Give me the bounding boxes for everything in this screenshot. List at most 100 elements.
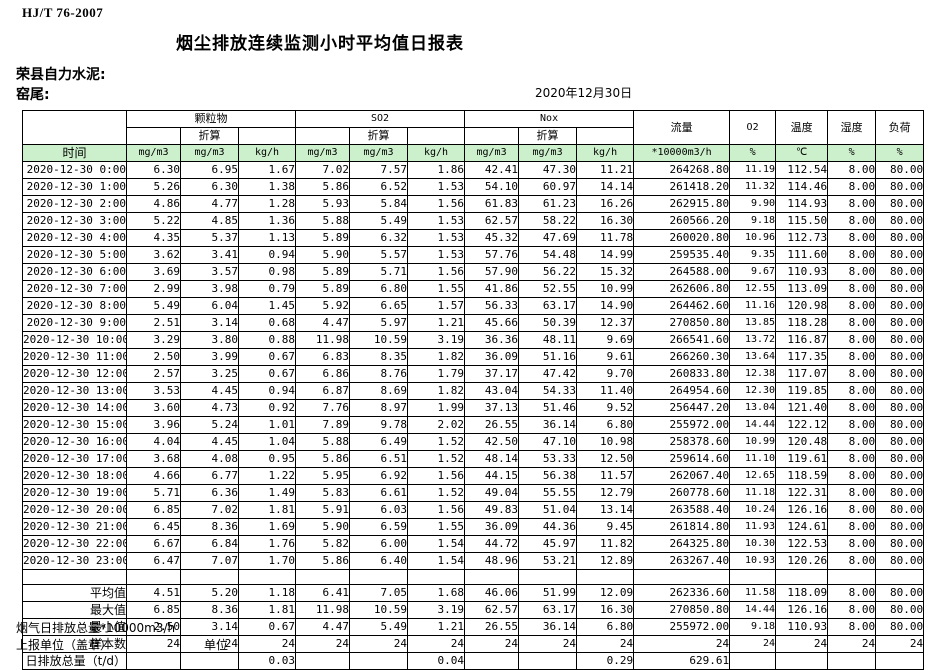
cell-so2: 5.90 [295, 518, 351, 536]
cell-timestamp: 2020-12-30 6:00 [22, 263, 127, 281]
cell-flow: 260566.20 [633, 212, 731, 230]
cell-nox-kgh: 6.80 [576, 416, 635, 434]
cell-nox-conv: 55.55 [518, 484, 578, 502]
cell-timestamp: 2020-12-30 8:00 [22, 297, 127, 315]
cell-so2-kgh: 1.82 [407, 348, 466, 366]
header-group-so2: SO2 [295, 110, 466, 128]
cell-humidity: 8.00 [827, 314, 877, 332]
cell-nox: 57.76 [464, 246, 520, 264]
cell-nox-kgh: 9.69 [576, 331, 635, 349]
spacer-cell [633, 569, 731, 585]
summary-cell-pm: 6.85 [126, 601, 181, 619]
summary-cell-temp: 126.16 [775, 601, 829, 619]
cell-o2: 12.38 [729, 365, 777, 383]
cell-flow: 260778.60 [633, 484, 731, 502]
cell-humidity: 8.00 [827, 433, 877, 451]
cell-nox: 37.13 [464, 399, 520, 417]
cell-so2-conv: 9.78 [349, 416, 409, 434]
cell-flow: 263588.40 [633, 501, 731, 519]
cell-so2-kgh: 1.79 [407, 365, 466, 383]
cell-so2-kgh: 1.52 [407, 484, 466, 502]
cell-nox-kgh: 11.78 [576, 229, 635, 247]
cell-flow: 260020.80 [633, 229, 731, 247]
header-unit-temp: ℃ [775, 144, 829, 162]
header-sub-nox-mass [576, 127, 635, 145]
cell-pm: 3.53 [126, 382, 181, 400]
cell-nox-conv: 53.33 [518, 450, 578, 468]
cell-timestamp: 2020-12-30 13:00 [22, 382, 127, 400]
summary-cell-temp: 118.09 [775, 584, 829, 602]
summary-cell-pm [126, 652, 181, 670]
standard-code: HJ/T 76-2007 [22, 5, 104, 20]
cell-timestamp: 2020-12-30 5:00 [22, 246, 127, 264]
spacer-cell [126, 569, 181, 585]
cell-nox: 36.09 [464, 518, 520, 536]
cell-pm: 3.60 [126, 399, 181, 417]
cell-so2-kgh: 1.56 [407, 263, 466, 281]
table-row: 2020-12-30 8:00 5.49 6.04 1.45 5.92 6.65 1.57 5… [22, 297, 925, 315]
cell-nox-conv: 36.14 [518, 416, 578, 434]
header-sub-so2-raw [295, 127, 351, 145]
cell-timestamp: 2020-12-30 1:00 [22, 178, 127, 196]
cell-flow: 263267.40 [633, 552, 731, 570]
cell-o2: 11.19 [729, 161, 777, 179]
cell-nox: 42.50 [464, 433, 520, 451]
cell-pm: 6.85 [126, 501, 181, 519]
cell-so2-conv: 6.49 [349, 433, 409, 451]
cell-so2-kgh: 1.54 [407, 535, 466, 553]
cell-pm: 5.22 [126, 212, 181, 230]
cell-load: 80.00 [875, 280, 925, 298]
cell-temp: 124.61 [775, 518, 829, 536]
cell-nox-conv: 63.17 [518, 297, 578, 315]
cell-o2: 13.72 [729, 331, 777, 349]
table-row: 2020-12-30 11:00 2.50 3.99 0.67 6.83 8.35 1.82… [22, 348, 925, 366]
spacer-cell [22, 569, 127, 585]
cell-pm-conv: 3.98 [180, 280, 239, 298]
summary-row: 日排放总量（t/d） 0.03 0.04 0.29 629.61 [22, 652, 925, 670]
summary-cell-pm-kgh: 0.03 [237, 652, 297, 670]
cell-flow: 266541.60 [633, 331, 731, 349]
cell-so2-kgh: 1.55 [407, 518, 466, 536]
cell-nox: 48.96 [464, 552, 520, 570]
cell-load: 80.00 [875, 229, 925, 247]
summary-cell-flow: 629.61 [633, 652, 731, 670]
cell-timestamp: 2020-12-30 21:00 [22, 518, 127, 536]
cell-timestamp: 2020-12-30 9:00 [22, 314, 127, 332]
report-date: 2020年12月30日 [535, 86, 633, 100]
cell-flow: 262606.80 [633, 280, 731, 298]
header-unit-humidity: % [827, 144, 877, 162]
cell-temp: 114.93 [775, 195, 829, 213]
cell-so2: 5.95 [295, 467, 351, 485]
summary-cell-nox-conv: 36.14 [518, 618, 578, 636]
cell-flow: 261814.80 [633, 518, 731, 536]
cell-temp: 120.98 [775, 297, 829, 315]
cell-so2-kgh: 1.52 [407, 433, 466, 451]
cell-humidity: 8.00 [827, 280, 877, 298]
header-unit-pm-conv: mg/m3 [180, 144, 239, 162]
cell-load: 80.00 [875, 535, 925, 553]
summary-cell-nox: 24 [464, 635, 520, 653]
spacer-cell [827, 569, 877, 585]
cell-nox-kgh: 9.52 [576, 399, 635, 417]
cell-load: 80.00 [875, 501, 925, 519]
table-row: 2020-12-30 21:00 6.45 8.36 1.69 5.90 6.59 1.55… [22, 518, 925, 536]
cell-so2: 7.89 [295, 416, 351, 434]
cell-timestamp: 2020-12-30 4:00 [22, 229, 127, 247]
summary-cell-flow: 24 [633, 635, 731, 653]
header-group-flow: 流量 [633, 110, 731, 145]
cell-load: 80.00 [875, 263, 925, 281]
cell-load: 80.00 [875, 433, 925, 451]
cell-timestamp: 2020-12-30 2:00 [22, 195, 127, 213]
summary-cell-nox-kgh: 16.30 [576, 601, 635, 619]
cell-pm: 4.35 [126, 229, 181, 247]
cell-timestamp: 2020-12-30 16:00 [22, 433, 127, 451]
cell-temp: 113.09 [775, 280, 829, 298]
cell-so2-conv: 5.71 [349, 263, 409, 281]
cell-temp: 111.60 [775, 246, 829, 264]
summary-cell-so2: 4.47 [295, 618, 351, 636]
cell-pm: 5.71 [126, 484, 181, 502]
cell-so2-kgh: 1.55 [407, 280, 466, 298]
cell-temp: 120.48 [775, 433, 829, 451]
cell-nox-conv: 47.69 [518, 229, 578, 247]
cell-pm-conv: 4.85 [180, 212, 239, 230]
